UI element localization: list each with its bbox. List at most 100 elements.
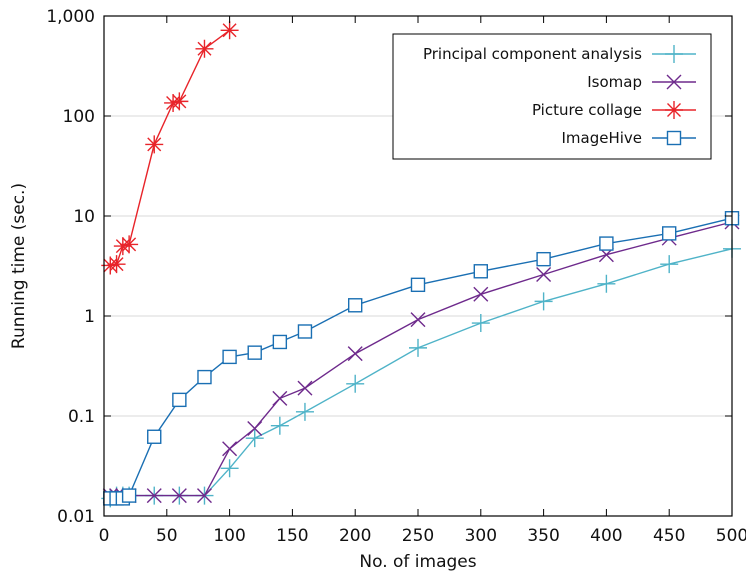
cross-marker-glyph: [347, 346, 363, 362]
data-point: [164, 93, 183, 112]
data-point: [597, 274, 616, 293]
legend-item: Isomap: [587, 73, 696, 91]
cross-marker-glyph: [247, 420, 263, 436]
cross-marker-glyph: [196, 488, 212, 504]
asterisk-marker-glyph: [113, 237, 132, 256]
data-point: [113, 237, 132, 256]
data-point: [172, 392, 187, 408]
asterisk-marker-glyph: [145, 135, 164, 154]
data-point: [348, 298, 363, 313]
asterisk-marker-glyph: [170, 92, 189, 111]
data-point: [471, 314, 490, 333]
plus-marker-glyph: [409, 338, 427, 357]
square-marker-glyph: [247, 345, 262, 360]
data-point: [473, 264, 488, 279]
data-point: [222, 349, 237, 365]
x-tick-label: 350: [527, 526, 559, 546]
data-point: [272, 334, 288, 350]
cross-marker-glyph: [171, 488, 187, 504]
data-point: [120, 235, 139, 254]
plus-marker-glyph: [346, 374, 365, 393]
plus-marker-glyph: [660, 255, 679, 274]
data-point: [536, 267, 552, 282]
asterisk-marker-glyph: [220, 21, 239, 40]
data-point: [346, 374, 365, 393]
data-point: [197, 369, 212, 385]
data-point: [347, 346, 363, 362]
data-point: [196, 488, 212, 504]
cross-marker-glyph: [410, 312, 426, 328]
series-imagehive: [103, 211, 740, 506]
data-point: [147, 429, 162, 444]
data-point: [170, 92, 189, 111]
plus-marker-glyph: [534, 292, 553, 311]
plus-marker-glyph: [665, 45, 683, 63]
data-point: [295, 402, 314, 421]
cross-marker-glyph: [473, 286, 489, 302]
plus-marker-glyph: [471, 314, 490, 333]
series-line: [110, 221, 733, 497]
x-tick-label: 250: [402, 526, 434, 546]
x-tick-label: 400: [590, 526, 622, 546]
square-marker-glyph: [348, 298, 363, 313]
square-marker-glyph: [197, 369, 212, 385]
data-point: [195, 39, 214, 58]
data-point: [409, 338, 427, 357]
square-marker-glyph: [147, 429, 162, 444]
cross-marker-glyph: [222, 441, 238, 457]
data-point: [107, 255, 126, 274]
x-tick-label: 300: [465, 526, 497, 546]
square-marker-glyph: [666, 130, 682, 146]
legend-label: Isomap: [587, 73, 642, 91]
y-tick-label: 0.01: [57, 507, 95, 527]
series-line: [110, 217, 733, 500]
data-point: [410, 312, 426, 328]
x-axis-title: No. of images: [359, 552, 476, 572]
data-point: [270, 416, 289, 435]
x-tick-label: 50: [156, 526, 178, 546]
data-point: [222, 441, 238, 457]
asterisk-marker-glyph: [164, 93, 183, 112]
x-tick-label: 500: [716, 526, 746, 546]
cross-marker-glyph: [272, 390, 288, 406]
data-point: [660, 255, 679, 274]
data-point: [121, 488, 137, 503]
square-marker-glyph: [172, 392, 187, 408]
plus-marker-glyph: [597, 274, 616, 293]
plus-marker-glyph: [295, 402, 314, 421]
data-point: [245, 429, 264, 448]
y-tick-label: 0.1: [68, 407, 95, 427]
y-tick-label: 10: [73, 207, 95, 227]
series-layer: [101, 21, 741, 508]
x-tick-label: 0: [99, 526, 110, 546]
data-point: [145, 135, 164, 154]
asterisk-marker-glyph: [665, 101, 683, 119]
x-tick-label: 150: [276, 526, 308, 546]
asterisk-marker-glyph: [120, 235, 139, 254]
legend-label: Picture collage: [532, 101, 642, 119]
plus-marker-glyph: [270, 416, 289, 435]
data-point: [247, 345, 262, 360]
data-point: [297, 380, 313, 396]
y-tick-label: 1,000: [46, 7, 95, 27]
asterisk-marker-glyph: [107, 255, 126, 274]
square-marker-glyph: [410, 277, 426, 293]
data-point: [247, 420, 263, 436]
asterisk-marker-glyph: [195, 39, 214, 58]
square-marker-glyph: [599, 236, 614, 251]
x-tick-label: 450: [653, 526, 685, 546]
legend: Principal component analysis Isomap Pictur…: [392, 33, 712, 160]
square-marker-glyph: [297, 324, 313, 339]
x-tick-label: 200: [339, 526, 371, 546]
data-point: [297, 324, 313, 339]
data-point: [272, 390, 288, 406]
data-point: [410, 277, 426, 293]
x-tick-label: 100: [213, 526, 245, 546]
square-marker-glyph: [121, 488, 137, 503]
cross-marker-glyph: [146, 488, 162, 504]
legend-marker: [666, 74, 682, 90]
series-line: [110, 29, 231, 267]
data-point: [599, 236, 614, 251]
cross-marker-glyph: [536, 267, 552, 282]
data-point: [171, 488, 187, 504]
